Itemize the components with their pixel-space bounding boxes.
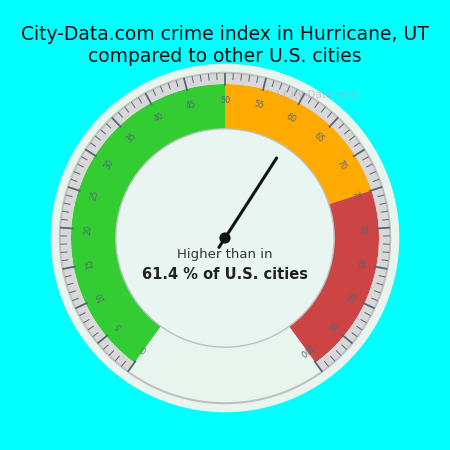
- Text: 60: 60: [284, 112, 297, 124]
- Text: 70: 70: [334, 158, 347, 171]
- Text: 40: 40: [153, 112, 166, 124]
- Text: ℹ City-Data.com: ℹ City-Data.com: [276, 90, 358, 100]
- Text: 50: 50: [220, 96, 230, 105]
- Text: 61.4 % of U.S. cities: 61.4 % of U.S. cities: [142, 267, 308, 282]
- Text: 0: 0: [140, 344, 149, 354]
- Text: 30: 30: [103, 158, 116, 171]
- Polygon shape: [60, 73, 390, 372]
- Text: 20: 20: [83, 224, 93, 235]
- Text: 65: 65: [312, 131, 326, 145]
- Polygon shape: [71, 84, 225, 363]
- Text: 10: 10: [94, 290, 107, 303]
- Circle shape: [220, 233, 230, 243]
- Text: Higher than in: Higher than in: [177, 248, 273, 261]
- Polygon shape: [289, 190, 379, 363]
- Text: 75: 75: [350, 189, 361, 202]
- Circle shape: [51, 64, 399, 412]
- Text: 100: 100: [297, 341, 315, 357]
- Polygon shape: [225, 84, 371, 204]
- Text: 15: 15: [85, 258, 95, 270]
- Text: 5: 5: [114, 320, 124, 330]
- Text: City-Data.com crime index in Hurricane, UT
compared to other U.S. cities: City-Data.com crime index in Hurricane, …: [21, 25, 429, 66]
- Text: 90: 90: [343, 290, 356, 303]
- Circle shape: [116, 129, 334, 347]
- Text: 55: 55: [253, 99, 265, 111]
- Text: 95: 95: [324, 319, 338, 332]
- Text: 80: 80: [357, 224, 367, 234]
- Text: 25: 25: [89, 189, 100, 202]
- Text: 85: 85: [355, 258, 365, 270]
- Text: 45: 45: [185, 99, 197, 111]
- Text: 35: 35: [124, 131, 138, 145]
